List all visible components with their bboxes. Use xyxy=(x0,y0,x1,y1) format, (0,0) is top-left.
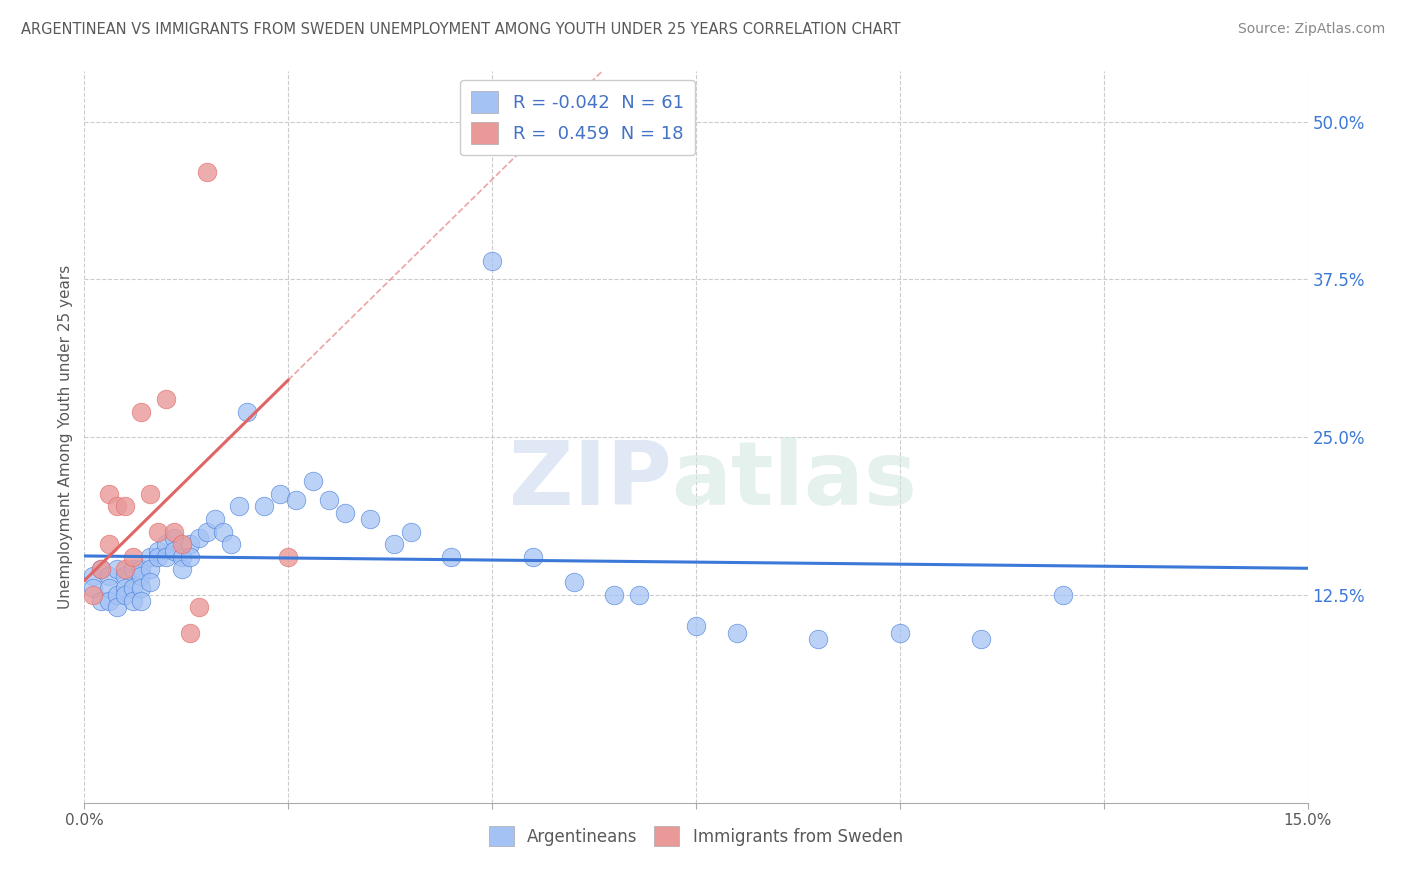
Point xyxy=(204,512,226,526)
Point xyxy=(318,493,340,508)
Point xyxy=(97,594,120,608)
Point xyxy=(627,588,650,602)
Point xyxy=(155,549,177,564)
Point xyxy=(285,493,308,508)
Point xyxy=(131,562,153,576)
Point xyxy=(138,575,160,590)
Point xyxy=(105,500,128,514)
Point xyxy=(82,588,104,602)
Point xyxy=(179,537,201,551)
Point xyxy=(163,543,186,558)
Point xyxy=(122,562,145,576)
Text: ARGENTINEAN VS IMMIGRANTS FROM SWEDEN UNEMPLOYMENT AMONG YOUTH UNDER 25 YEARS CO: ARGENTINEAN VS IMMIGRANTS FROM SWEDEN UN… xyxy=(21,22,901,37)
Point xyxy=(105,562,128,576)
Point xyxy=(522,549,544,564)
Point xyxy=(97,537,120,551)
Point xyxy=(131,594,153,608)
Point xyxy=(155,537,177,551)
Point xyxy=(90,562,112,576)
Point xyxy=(219,537,242,551)
Point xyxy=(122,582,145,596)
Point xyxy=(114,582,136,596)
Text: Source: ZipAtlas.com: Source: ZipAtlas.com xyxy=(1237,22,1385,37)
Point xyxy=(179,549,201,564)
Point xyxy=(114,500,136,514)
Point xyxy=(138,487,160,501)
Point xyxy=(114,562,136,576)
Point xyxy=(172,549,194,564)
Point xyxy=(163,524,186,539)
Point xyxy=(82,582,104,596)
Point xyxy=(685,619,707,633)
Point xyxy=(97,582,120,596)
Point xyxy=(114,588,136,602)
Point xyxy=(970,632,993,646)
Point xyxy=(114,569,136,583)
Point xyxy=(131,569,153,583)
Point xyxy=(603,588,626,602)
Point xyxy=(146,543,169,558)
Point xyxy=(253,500,276,514)
Point xyxy=(138,549,160,564)
Point xyxy=(725,625,748,640)
Point xyxy=(163,531,186,545)
Point xyxy=(481,253,503,268)
Point xyxy=(335,506,357,520)
Point xyxy=(90,562,112,576)
Point xyxy=(146,549,169,564)
Point xyxy=(382,537,405,551)
Point xyxy=(807,632,830,646)
Point xyxy=(131,582,153,596)
Point xyxy=(172,562,194,576)
Point xyxy=(889,625,911,640)
Point xyxy=(105,600,128,615)
Text: ZIP: ZIP xyxy=(509,437,672,524)
Point xyxy=(399,524,422,539)
Legend: Argentineans, Immigrants from Sweden: Argentineans, Immigrants from Sweden xyxy=(482,820,910,853)
Point xyxy=(187,600,209,615)
Point xyxy=(1052,588,1074,602)
Point xyxy=(440,549,463,564)
Point xyxy=(138,562,160,576)
Point xyxy=(122,594,145,608)
Point xyxy=(187,531,209,545)
Point xyxy=(90,594,112,608)
Point xyxy=(269,487,291,501)
Point xyxy=(97,487,120,501)
Point xyxy=(236,405,259,419)
Point xyxy=(131,405,153,419)
Point xyxy=(195,165,218,179)
Point xyxy=(122,549,145,564)
Point xyxy=(172,537,194,551)
Y-axis label: Unemployment Among Youth under 25 years: Unemployment Among Youth under 25 years xyxy=(58,265,73,609)
Point xyxy=(179,625,201,640)
Point xyxy=(146,524,169,539)
Point xyxy=(105,588,128,602)
Point xyxy=(82,569,104,583)
Point xyxy=(212,524,235,539)
Point xyxy=(155,392,177,407)
Point xyxy=(301,474,323,488)
Text: atlas: atlas xyxy=(672,437,917,524)
Point xyxy=(195,524,218,539)
Point xyxy=(359,512,381,526)
Point xyxy=(277,549,299,564)
Point xyxy=(562,575,585,590)
Point xyxy=(97,569,120,583)
Point xyxy=(228,500,250,514)
